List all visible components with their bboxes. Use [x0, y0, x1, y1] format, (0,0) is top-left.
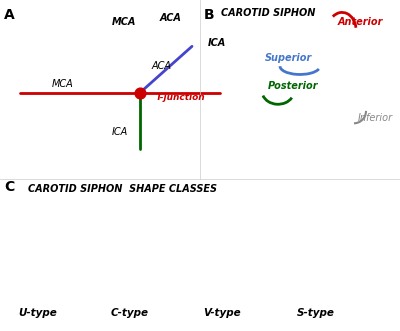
- Text: Superior: Superior: [264, 53, 312, 63]
- Text: MCA: MCA: [52, 79, 74, 89]
- Text: Posterior: Posterior: [268, 81, 318, 91]
- Text: MCA: MCA: [112, 17, 136, 26]
- Text: Inferior: Inferior: [358, 113, 393, 122]
- Text: ICA: ICA: [208, 38, 226, 48]
- Text: C: C: [4, 180, 14, 194]
- Text: V-type: V-type: [203, 308, 241, 318]
- Text: CAROTID SIPHON: CAROTID SIPHON: [221, 8, 315, 18]
- Text: T-junction: T-junction: [156, 93, 206, 102]
- Text: B: B: [204, 8, 215, 22]
- Text: Anterior: Anterior: [337, 17, 383, 26]
- Text: ICA: ICA: [112, 127, 128, 137]
- Text: A: A: [4, 8, 15, 22]
- Point: [137, 90, 143, 95]
- Text: ACA: ACA: [152, 61, 172, 71]
- Text: S-type: S-type: [297, 308, 335, 318]
- Text: U-type: U-type: [19, 308, 57, 318]
- Text: C-type: C-type: [111, 308, 149, 318]
- Text: CAROTID SIPHON  SHAPE CLASSES: CAROTID SIPHON SHAPE CLASSES: [28, 184, 217, 194]
- Text: ACA: ACA: [160, 13, 182, 23]
